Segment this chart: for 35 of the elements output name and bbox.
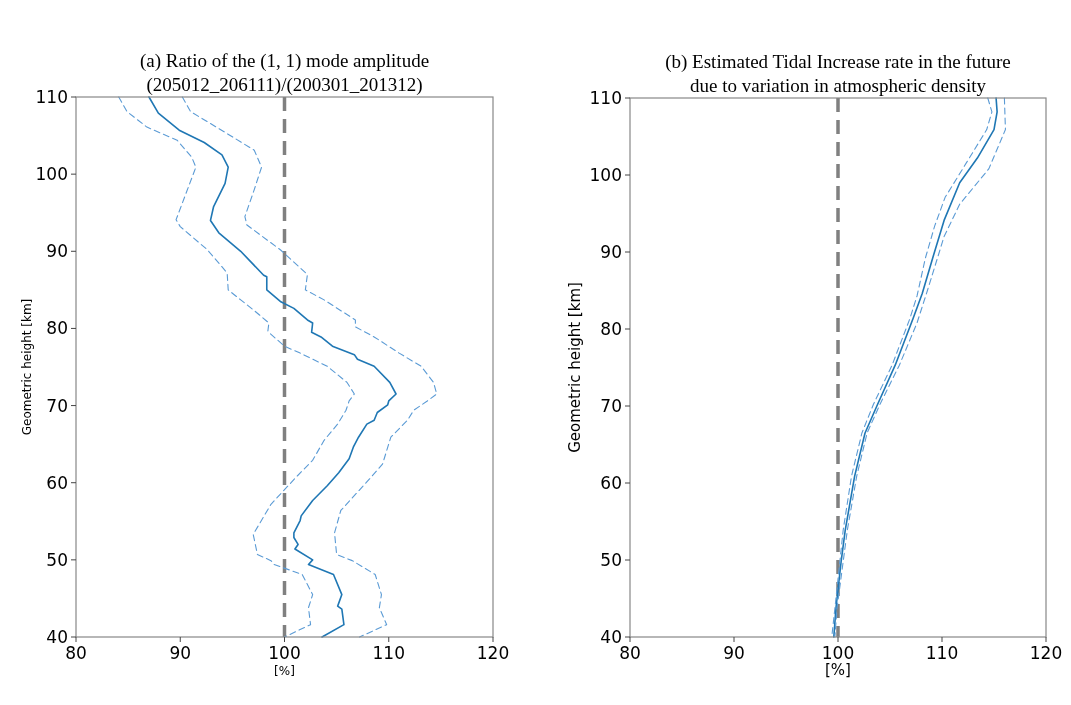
y-tick-label: 90: [46, 241, 68, 262]
x-tick-label: 80: [65, 643, 87, 663]
y-tick-label: 100: [35, 164, 68, 185]
x-tick-label: 100: [821, 643, 855, 663]
y-tick-label: 90: [600, 242, 622, 262]
chart-title: (b) Estimated Tidal Increase rate in the future due to variation in atmospheric density: [665, 51, 1011, 96]
y-tick-label: 40: [46, 627, 68, 647]
y-tick-label: 80: [600, 319, 622, 339]
y-tick-label: 100: [589, 165, 622, 185]
x-tick-label: 100: [268, 643, 301, 663]
line-series: [148, 96, 397, 638]
x-tick-label: 110: [925, 643, 959, 663]
y-axis-title: Geometric height [km]: [20, 298, 34, 436]
y-axis-title: Geometric height [km]: [566, 282, 584, 453]
x-tick-label: 80: [619, 643, 641, 663]
y-tick-label: 50: [46, 549, 68, 570]
y-tick-label: 60: [600, 473, 622, 493]
x-tick-label: 110: [372, 643, 405, 663]
line-series: [181, 96, 438, 638]
y-tick-label: 80: [46, 318, 68, 339]
line-series: [118, 96, 355, 638]
y-tick-label: 110: [589, 88, 622, 108]
y-tick-label: 70: [600, 396, 622, 416]
x-axis-title: [%]: [825, 661, 851, 679]
x-tick-label: 90: [169, 643, 192, 663]
y-tick-label: 70: [46, 395, 68, 416]
x-axis-title: [%]: [274, 664, 295, 678]
chart-title: (a) Ratio of the (1, 1) mode amplitude (205012_206111)/(200301_201312): [139, 50, 430, 96]
x-tick-label: 120: [476, 643, 510, 663]
y-tick-label: 40: [600, 627, 622, 647]
x-tick-label: 90: [723, 643, 745, 663]
y-tick-label: 60: [46, 472, 68, 493]
x-tick-label: 120: [1029, 643, 1063, 663]
y-tick-label: 110: [35, 87, 68, 107]
y-tick-label: 50: [600, 550, 622, 570]
